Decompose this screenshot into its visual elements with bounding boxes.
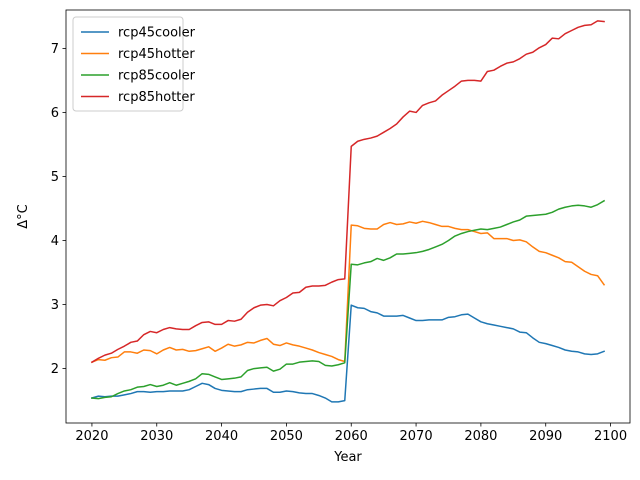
y-axis: 2 3 4 5 6 7 (51, 42, 66, 377)
series-line-rcp85hotter (90, 20, 605, 364)
series-line-rcp45cooler (90, 304, 606, 403)
legend-label-rcp85hotter: rcp85hotter (118, 90, 195, 105)
y-tick-label: 5 (51, 170, 59, 185)
x-axis-title: Year (333, 450, 362, 465)
y-tick-label: 3 (51, 298, 59, 313)
y-tick-label: 4 (51, 234, 59, 249)
legend-label-rcp85cooler: rcp85cooler (118, 69, 196, 84)
x-tick-label: 2080 (464, 429, 497, 444)
series-line-rcp85cooler (91, 199, 606, 400)
legend-label-rcp45cooler: rcp45cooler (118, 26, 196, 41)
x-tick-label: 2060 (335, 429, 368, 444)
x-tick-label: 2020 (75, 429, 108, 444)
x-tick-label: 2090 (529, 429, 562, 444)
y-tick-label: 7 (51, 42, 59, 57)
y-axis-title: Δ°C (16, 204, 31, 228)
x-tick-label: 2040 (205, 429, 238, 444)
x-tick-label: 2100 (594, 429, 627, 444)
x-tick-label: 2050 (270, 429, 303, 444)
y-tick-label: 2 (51, 362, 59, 377)
legend-label-rcp45hotter: rcp45hotter (118, 47, 195, 62)
x-tick-label: 2070 (400, 429, 433, 444)
x-axis: 2020 2030 2040 2050 2060 2070 2080 2090 2100 (75, 423, 627, 444)
plot-frame (65, 9, 631, 424)
series-line-rcp45hotter (90, 220, 606, 364)
legend: rcp45cooler rcp45hotter rcp85cooler rcp85ho… (72, 16, 196, 112)
series-lines (90, 20, 606, 403)
x-tick-label: 2030 (140, 429, 173, 444)
legend-box (72, 16, 184, 112)
y-tick-label: 6 (51, 106, 59, 121)
